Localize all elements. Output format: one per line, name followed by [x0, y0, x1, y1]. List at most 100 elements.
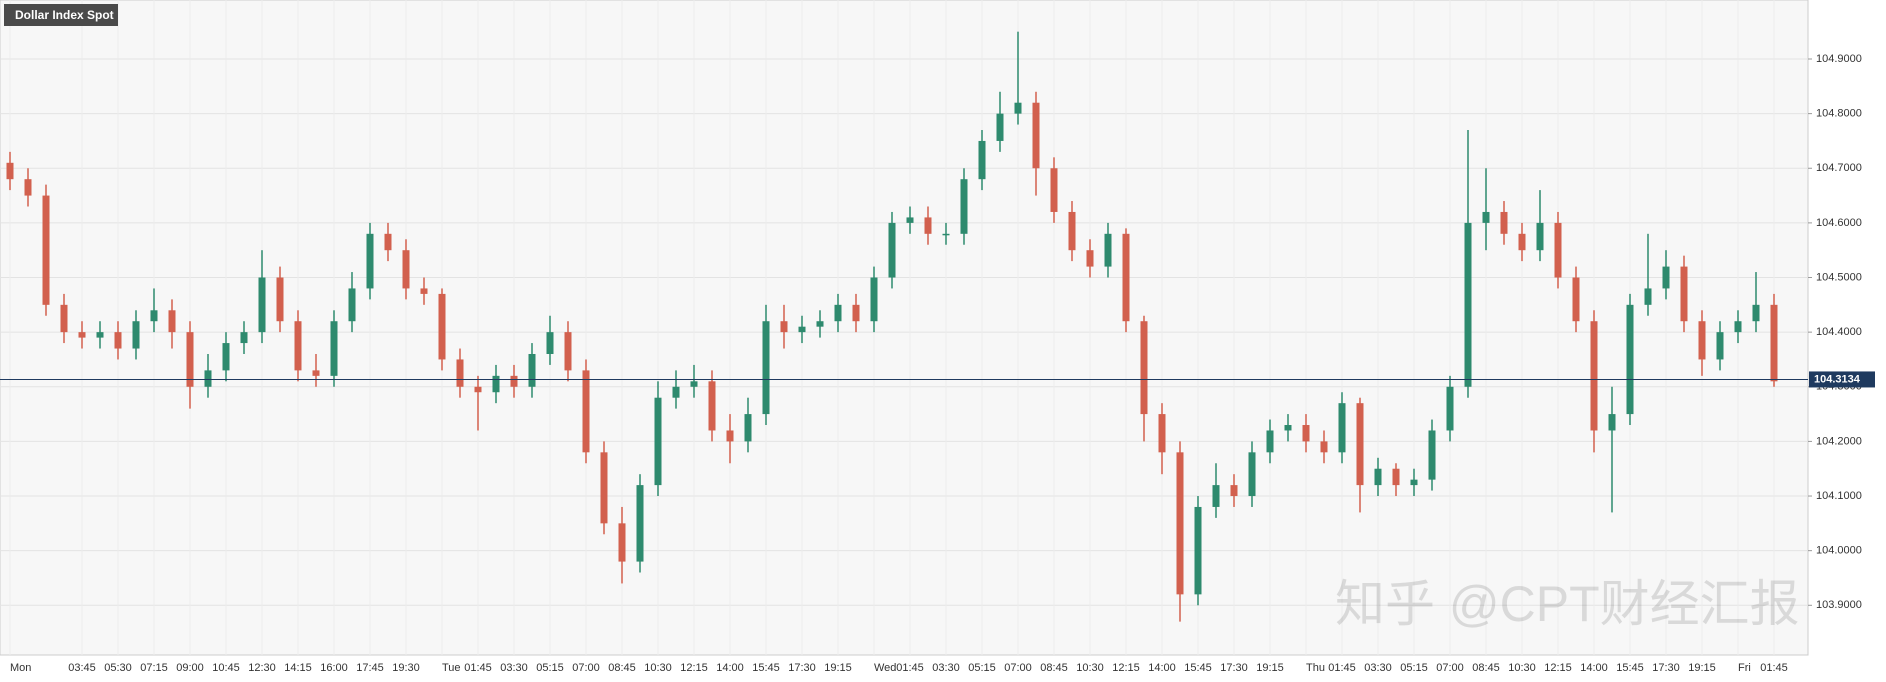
candle-body — [1266, 430, 1274, 453]
candle-body — [744, 414, 752, 442]
candle-body — [906, 217, 914, 223]
candle-body — [798, 326, 806, 333]
watermark: 知乎 @CPT财经汇报 — [1335, 576, 1800, 632]
x-tick-label: 10:45 — [212, 662, 240, 674]
candle-body — [1608, 414, 1616, 431]
x-tick-label: 07:00 — [1004, 662, 1032, 674]
x-tick-label: 14:00 — [1580, 662, 1608, 674]
candle-body — [1284, 425, 1292, 431]
x-tick-label: 01:45 — [1328, 662, 1356, 674]
candle-body — [1176, 452, 1184, 595]
candle-body — [978, 140, 986, 180]
x-tick-label: 14:00 — [1148, 662, 1176, 674]
candle-body — [456, 359, 464, 387]
x-tick-label: 08:45 — [1472, 662, 1500, 674]
x-tick-label: 14:00 — [716, 662, 744, 674]
x-tick-label: 14:15 — [284, 662, 312, 674]
x-tick-label: 07:15 — [140, 662, 168, 674]
candles — [6, 31, 1778, 622]
candle-body — [330, 321, 338, 376]
candle-body — [1752, 304, 1760, 322]
x-tick-label: 07:00 — [572, 662, 600, 674]
x-tick-label: 19:15 — [1688, 662, 1716, 674]
x-tick-label: Thu — [1306, 662, 1325, 674]
x-tick-label: 17:30 — [1652, 662, 1680, 674]
candle-body — [564, 332, 572, 371]
candle-body — [1356, 403, 1364, 486]
candle-body — [114, 332, 122, 349]
candle-body — [1428, 430, 1436, 480]
x-tick-label: 10:30 — [1508, 662, 1536, 674]
candle-body — [1662, 266, 1670, 289]
candle-body — [1248, 452, 1256, 497]
candle-body — [258, 277, 266, 333]
x-tick-label: 15:45 — [1616, 662, 1644, 674]
candle-body — [654, 397, 662, 486]
x-tick-label: Fri — [1738, 662, 1751, 674]
candle-body — [1734, 321, 1742, 333]
candle-body — [1500, 211, 1508, 234]
candle-body — [1572, 277, 1580, 322]
candle-body — [1086, 250, 1094, 267]
x-tick-label: 03:45 — [68, 662, 96, 674]
candle-body — [1482, 211, 1490, 223]
candle-body — [240, 332, 248, 344]
candle-body — [60, 304, 68, 333]
candle-body — [312, 370, 320, 376]
candle-body — [1446, 386, 1454, 431]
candle-body — [510, 375, 518, 387]
candle-body — [582, 370, 590, 453]
candle-body — [1590, 321, 1598, 431]
x-tick-label: 03:30 — [932, 662, 960, 674]
candle-body — [852, 304, 860, 322]
x-tick-label: 16:00 — [320, 662, 348, 674]
candle-body — [1158, 414, 1166, 453]
plot-area — [0, 0, 1809, 656]
x-tick-label: 19:15 — [1256, 662, 1284, 674]
candle-body — [726, 430, 734, 442]
candle-body — [42, 195, 50, 305]
x-tick-label: 05:15 — [1400, 662, 1428, 674]
candle-body — [420, 288, 428, 294]
candle-body — [222, 343, 230, 371]
candle-body — [438, 293, 446, 360]
candle-body — [6, 162, 14, 180]
candle-body — [96, 332, 104, 338]
candle-body — [1014, 102, 1022, 114]
candle-body — [1302, 425, 1310, 442]
candle-body — [1770, 304, 1778, 382]
x-tick-label: 01:45 — [464, 662, 492, 674]
y-tick-label: 104.6000 — [1816, 217, 1862, 229]
candle-body — [1122, 233, 1130, 322]
candle-body — [600, 452, 608, 524]
candle-body — [1320, 441, 1328, 453]
title-box — [4, 4, 118, 26]
candle-body — [870, 277, 878, 322]
candle-body — [492, 375, 500, 393]
y-tick-label: 104.8000 — [1816, 108, 1862, 120]
candle-body — [1194, 506, 1202, 595]
candle-body — [1626, 304, 1634, 415]
x-tick-label: 12:15 — [680, 662, 708, 674]
candle-body — [1464, 222, 1472, 387]
x-tick-label: 19:15 — [824, 662, 852, 674]
y-tick-label: 104.2000 — [1816, 435, 1862, 447]
x-tick-label: 12:15 — [1112, 662, 1140, 674]
candle-body — [276, 277, 284, 322]
x-tick-label: 09:00 — [176, 662, 204, 674]
candle-body — [132, 321, 140, 349]
x-tick-label: 17:30 — [788, 662, 816, 674]
candle-body — [708, 381, 716, 431]
x-tick-label: 17:30 — [1220, 662, 1248, 674]
x-tick-label: 10:30 — [1076, 662, 1104, 674]
x-tick-label: 05:15 — [536, 662, 564, 674]
candle-body — [1698, 321, 1706, 360]
candle-body — [402, 250, 410, 289]
candle-body — [1554, 222, 1562, 278]
candle-body — [1374, 468, 1382, 486]
candle-body — [186, 332, 194, 387]
y-tick-label: 103.9000 — [1816, 599, 1862, 611]
candle-body — [780, 321, 788, 333]
candle-body — [1104, 233, 1112, 267]
